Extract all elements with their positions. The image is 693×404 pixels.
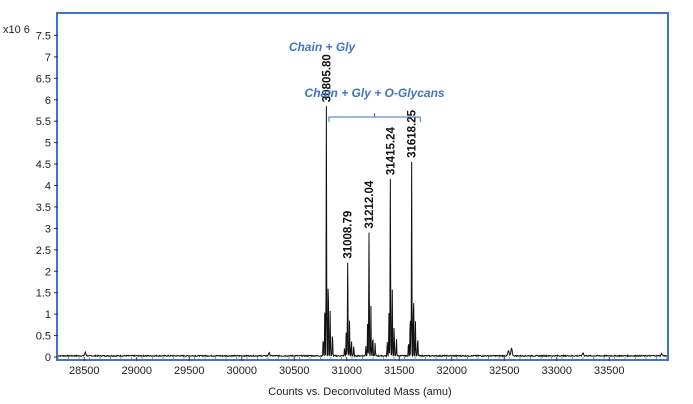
x-tick-label: 31000 bbox=[331, 365, 362, 377]
annotations: Chain + Gly Chain + Gly + O-Glycans bbox=[289, 40, 445, 122]
y-multiplier-label: x10 6 bbox=[3, 24, 30, 36]
y-tick-label: 5.5 bbox=[36, 116, 51, 128]
spectrum-trace bbox=[57, 106, 668, 359]
peak-labels: 30805.80 31008.79 31212.04 31415.24 31618.25 bbox=[321, 54, 418, 258]
y-tick-label: 5 bbox=[45, 138, 51, 150]
x-tick-label: 32000 bbox=[436, 365, 467, 377]
peak-label: 31212.04 bbox=[364, 180, 376, 229]
x-tick-label: 33500 bbox=[594, 365, 625, 377]
x-tick-label: 30000 bbox=[226, 365, 257, 377]
y-tick-label: 6.5 bbox=[36, 73, 51, 85]
y-tick-label: 1 bbox=[45, 309, 51, 321]
x-tick-label: 30500 bbox=[279, 365, 310, 377]
y-tick-label: 2.5 bbox=[36, 245, 51, 257]
x-tick-label: 29000 bbox=[121, 365, 152, 377]
y-tick-label: 0.5 bbox=[36, 331, 51, 343]
x-tick-label: 28500 bbox=[69, 365, 100, 377]
x-axis: 28500 29000 29500 30000 30500 31000 31500 32000… bbox=[57, 357, 668, 377]
y-tick-label: 3.5 bbox=[36, 202, 51, 214]
peak-label: 31415.24 bbox=[385, 126, 397, 175]
y-tick-label: 2 bbox=[45, 266, 51, 278]
x-tick-label: 32500 bbox=[489, 365, 520, 377]
annotation-bracket bbox=[328, 113, 421, 122]
annotation-o-glycans: Chain + Gly + O-Glycans bbox=[305, 86, 445, 100]
y-tick-label: 3 bbox=[45, 223, 51, 235]
y-tick-label: 4 bbox=[45, 181, 51, 193]
x-tick-label: 31500 bbox=[384, 365, 415, 377]
peak-label: 31618.25 bbox=[407, 109, 419, 158]
y-tick-label: 4.5 bbox=[36, 159, 51, 171]
x-tick-label: 33000 bbox=[541, 365, 572, 377]
y-tick-label: 7 bbox=[45, 52, 51, 64]
y-tick-label: 6 bbox=[45, 95, 51, 107]
annotation-chain-gly: Chain + Gly bbox=[289, 40, 357, 54]
x-tick-label: 29500 bbox=[174, 365, 205, 377]
y-axis: 0 0.5 1 1.5 2 2.5 3 3.5 4 4.5 5 5.5 6 6.5 7 7.5 bbox=[36, 30, 58, 364]
y-tick-label: 0 bbox=[45, 352, 51, 364]
x-axis-title: Counts vs. Deconvoluted Mass (amu) bbox=[268, 386, 451, 398]
peak-label: 30805.80 bbox=[321, 54, 333, 102]
y-tick-label: 1.5 bbox=[36, 288, 51, 300]
plot-frame bbox=[56, 12, 669, 361]
peak-label: 31008.79 bbox=[343, 211, 355, 259]
y-tick-label: 7.5 bbox=[36, 30, 51, 42]
